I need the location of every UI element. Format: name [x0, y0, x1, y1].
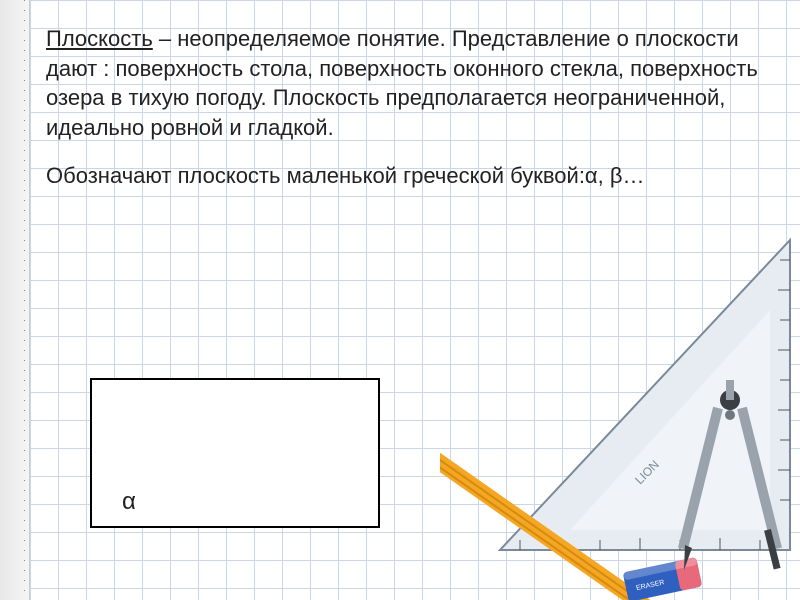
definition-text-block: Плоскость – неопределяемое понятие. Пред… — [46, 24, 760, 190]
geometry-tools-icon: LION ERASER — [440, 230, 800, 600]
eraser-icon: ERASER — [623, 557, 703, 600]
notation-paragraph: Обозначают плоскость маленькой греческой… — [46, 161, 760, 191]
definition-body: – неопределяемое понятие. Представление … — [46, 26, 758, 140]
term-label: Плоскость — [46, 26, 153, 51]
compass-icon — [678, 380, 782, 570]
triangle-ruler-icon: LION — [500, 240, 790, 550]
graph-paper-area: Плоскость – неопределяемое понятие. Пред… — [30, 0, 800, 600]
plane-alpha-label: α — [122, 488, 136, 516]
plane-example-box: α — [90, 378, 380, 528]
definition-paragraph: Плоскость – неопределяемое понятие. Пред… — [46, 24, 760, 143]
page-container: Плоскость – неопределяемое понятие. Пред… — [0, 0, 800, 600]
pencil-icon — [440, 433, 695, 600]
svg-text:ERASER: ERASER — [636, 579, 666, 592]
svg-text:LION: LION — [632, 457, 662, 487]
vertical-ruler-icon — [0, 0, 30, 600]
